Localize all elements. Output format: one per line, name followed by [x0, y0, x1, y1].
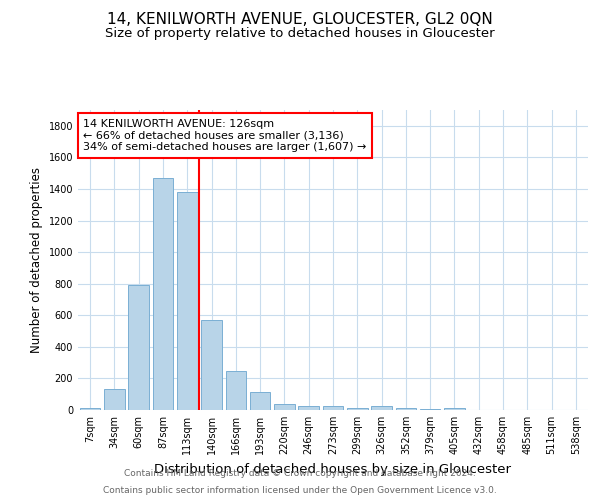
Bar: [420, 409, 440, 410]
Y-axis label: Number of detached properties: Number of detached properties: [30, 167, 43, 353]
Bar: [298, 406, 319, 410]
Bar: [274, 404, 295, 410]
Bar: [347, 408, 368, 410]
Text: Contains public sector information licensed under the Open Government Licence v3: Contains public sector information licen…: [103, 486, 497, 495]
Bar: [371, 406, 392, 410]
Bar: [104, 390, 125, 410]
Bar: [323, 406, 343, 410]
Bar: [128, 286, 149, 410]
Bar: [444, 408, 465, 410]
Bar: [395, 408, 416, 410]
Text: Contains HM Land Registry data © Crown copyright and database right 2024.: Contains HM Land Registry data © Crown c…: [124, 468, 476, 477]
Bar: [80, 408, 100, 410]
Text: Size of property relative to detached houses in Gloucester: Size of property relative to detached ho…: [105, 28, 495, 40]
X-axis label: Distribution of detached houses by size in Gloucester: Distribution of detached houses by size …: [155, 462, 511, 475]
Text: 14, KENILWORTH AVENUE, GLOUCESTER, GL2 0QN: 14, KENILWORTH AVENUE, GLOUCESTER, GL2 0…: [107, 12, 493, 28]
Bar: [177, 192, 197, 410]
Bar: [152, 178, 173, 410]
Bar: [201, 320, 222, 410]
Bar: [250, 392, 271, 410]
Bar: [226, 372, 246, 410]
Text: 14 KENILWORTH AVENUE: 126sqm
← 66% of detached houses are smaller (3,136)
34% of: 14 KENILWORTH AVENUE: 126sqm ← 66% of de…: [83, 119, 367, 152]
